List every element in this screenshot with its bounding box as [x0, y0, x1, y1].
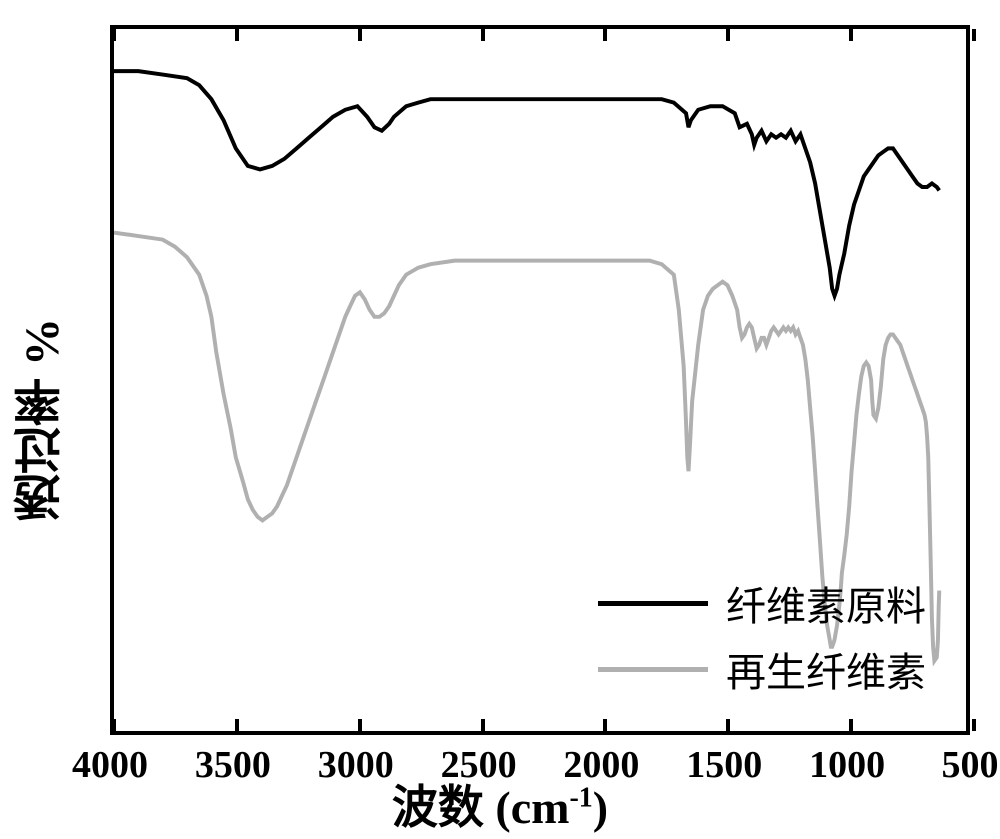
x-tick — [849, 29, 853, 41]
legend-swatch-raw — [598, 601, 708, 606]
legend-swatch-regen — [598, 667, 708, 672]
x-tick — [603, 29, 607, 41]
x-tick — [726, 719, 730, 731]
legend-row-regen: 再生纤维素 — [598, 640, 926, 698]
x-tick — [112, 29, 116, 41]
x-label-unit-open: (cm — [495, 782, 569, 833]
x-tick — [972, 29, 976, 41]
x-tick — [358, 719, 362, 731]
x-tick-label: 1000 — [809, 743, 885, 787]
legend-row-raw: 纤维素原料 — [598, 574, 926, 632]
x-tick-label: 1500 — [686, 743, 762, 787]
x-tick — [603, 719, 607, 731]
x-label-unit: (cm-1) — [495, 782, 608, 833]
x-tick — [726, 29, 730, 41]
x-tick — [481, 719, 485, 731]
x-tick-label: 3000 — [318, 743, 394, 787]
x-label-sup: -1 — [569, 783, 592, 814]
x-tick — [235, 719, 239, 731]
x-label-unit-close: ) — [593, 782, 608, 833]
chart-container: 纤维素原料 再生纤维素 4000350030002500200015001000… — [110, 25, 970, 735]
legend-label-raw: 纤维素原料 — [726, 574, 926, 632]
x-tick — [235, 29, 239, 41]
x-axis-label: 波数 (cm-1) — [392, 771, 608, 837]
x-tick — [358, 29, 362, 41]
x-tick-label: 4000 — [72, 743, 148, 787]
legend: 纤维素原料 再生纤维素 — [598, 574, 926, 706]
x-tick — [849, 719, 853, 731]
x-label-cn: 波数 — [392, 782, 484, 833]
x-tick — [112, 719, 116, 731]
legend-label-regen: 再生纤维素 — [726, 640, 926, 698]
x-tick — [972, 719, 976, 731]
plot-area: 纤维素原料 再生纤维素 — [110, 25, 970, 735]
x-tick — [481, 29, 485, 41]
x-tick-label: 3500 — [195, 743, 271, 787]
x-tick-label: 500 — [942, 743, 999, 787]
y-axis-label: 透过率 % — [8, 318, 78, 522]
